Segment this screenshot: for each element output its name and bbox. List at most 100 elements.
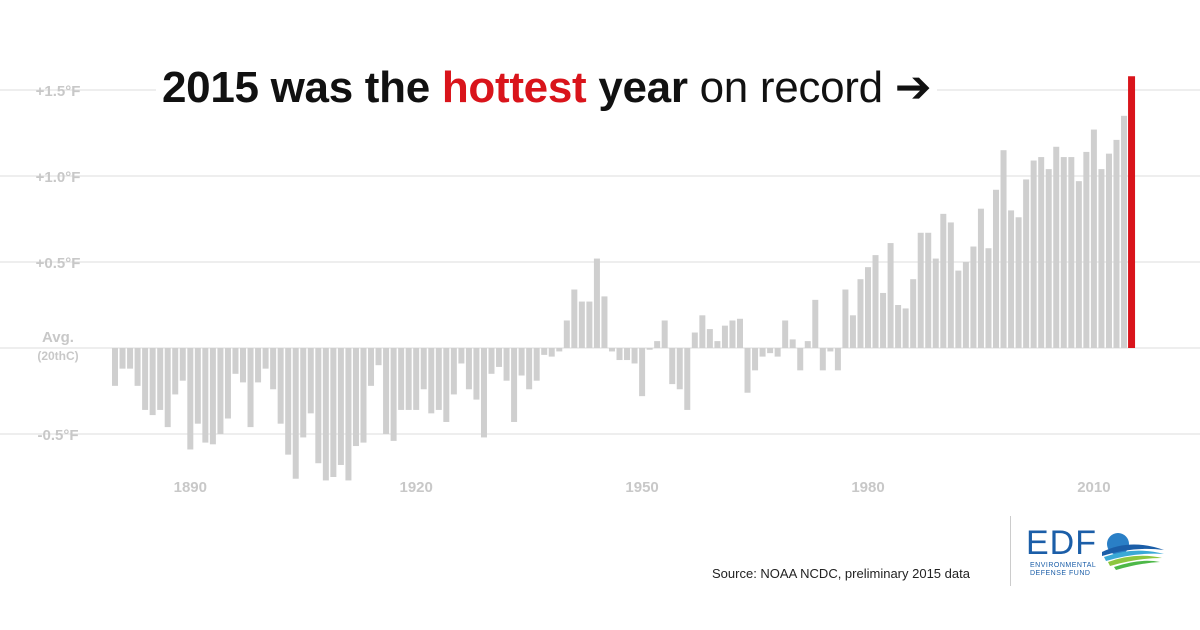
bar — [1008, 210, 1015, 348]
bar — [511, 348, 518, 422]
bar — [910, 279, 917, 348]
bar — [578, 301, 585, 348]
x-tick-label: 1920 — [400, 479, 433, 496]
bar — [390, 348, 397, 441]
bar — [112, 348, 118, 386]
bar — [428, 348, 435, 414]
bar — [548, 348, 555, 357]
bar — [383, 348, 390, 434]
bar — [1000, 150, 1007, 348]
bar — [232, 348, 239, 374]
bar — [812, 299, 819, 348]
bar — [172, 348, 179, 395]
bar — [292, 348, 299, 479]
logo-wordmark: EDF — [1026, 524, 1097, 562]
edf-swoosh-icon — [1102, 533, 1164, 570]
bar — [1038, 157, 1045, 348]
x-tick-label: 1890 — [174, 479, 207, 496]
y-tick-label: Avg. — [42, 329, 74, 346]
bar — [157, 348, 164, 410]
bar — [488, 348, 495, 374]
source-note: Source: NOAA NCDC, preliminary 2015 data — [712, 566, 970, 581]
bar — [849, 315, 856, 348]
x-tick-label: 2010 — [1077, 479, 1110, 496]
bar — [676, 348, 683, 390]
y-tick-sublabel: (20thC) — [37, 349, 78, 363]
bar — [179, 348, 186, 381]
title-highlight: hottest — [441, 63, 587, 112]
bar — [1045, 169, 1052, 348]
bar — [834, 348, 841, 371]
bar — [247, 348, 254, 428]
bar — [1121, 115, 1128, 348]
bar-highlight — [1128, 76, 1136, 349]
bar — [398, 348, 405, 410]
bar — [827, 348, 834, 352]
y-tick-label: +0.5°F — [36, 255, 81, 272]
bar — [895, 305, 902, 348]
bar — [661, 320, 668, 348]
bar — [947, 222, 954, 348]
bar — [616, 348, 623, 361]
bar — [1030, 160, 1037, 348]
bar — [624, 348, 631, 361]
bar — [119, 348, 126, 369]
bar — [345, 348, 352, 481]
bar — [473, 348, 480, 400]
bar — [819, 348, 826, 371]
bar — [458, 348, 465, 364]
bar — [330, 348, 337, 477]
bar — [789, 339, 796, 348]
bar — [556, 348, 563, 352]
title-part-3: on record — [687, 63, 883, 112]
bar — [375, 348, 382, 366]
bar — [872, 255, 879, 348]
bar — [450, 348, 457, 395]
bar — [774, 348, 781, 357]
bar — [804, 341, 811, 348]
bar — [887, 243, 894, 348]
x-tick-label: 1950 — [625, 479, 658, 496]
title-part-2: year — [586, 63, 688, 112]
bar — [142, 348, 149, 410]
bar — [360, 348, 367, 443]
bar — [352, 348, 359, 447]
bar — [240, 348, 247, 383]
bar — [224, 348, 231, 419]
bar — [752, 348, 759, 371]
bar — [669, 348, 676, 385]
bar — [601, 296, 608, 348]
x-tick-label: 1980 — [851, 479, 884, 496]
bar — [608, 348, 615, 352]
bar — [526, 348, 533, 390]
bar — [127, 348, 134, 369]
y-tick-label: +1.5°F — [36, 83, 81, 100]
bar — [654, 341, 661, 348]
logo-line-1: ENVIRONMENTAL — [1030, 562, 1097, 569]
bar — [767, 348, 774, 354]
bar — [413, 348, 420, 410]
bar — [571, 289, 578, 348]
bar — [164, 348, 171, 428]
bar — [405, 348, 412, 410]
bar — [706, 329, 713, 348]
bar — [857, 279, 864, 348]
bar — [865, 267, 871, 348]
bar — [518, 348, 525, 376]
bar — [465, 348, 472, 390]
bar — [759, 348, 766, 357]
bar — [1023, 179, 1030, 348]
bar — [925, 232, 932, 348]
bar — [940, 213, 947, 348]
bar — [880, 292, 887, 348]
bar — [255, 348, 262, 383]
bar — [209, 348, 216, 445]
title-part-1: 2015 was the — [162, 63, 442, 112]
bar — [300, 348, 307, 438]
x-axis-labels: 1890 1920 1950 1980 2010 — [174, 479, 1111, 496]
bar — [1053, 146, 1060, 348]
bar — [1105, 153, 1112, 348]
bar — [932, 258, 939, 348]
bar — [782, 320, 789, 348]
bar — [480, 348, 487, 438]
